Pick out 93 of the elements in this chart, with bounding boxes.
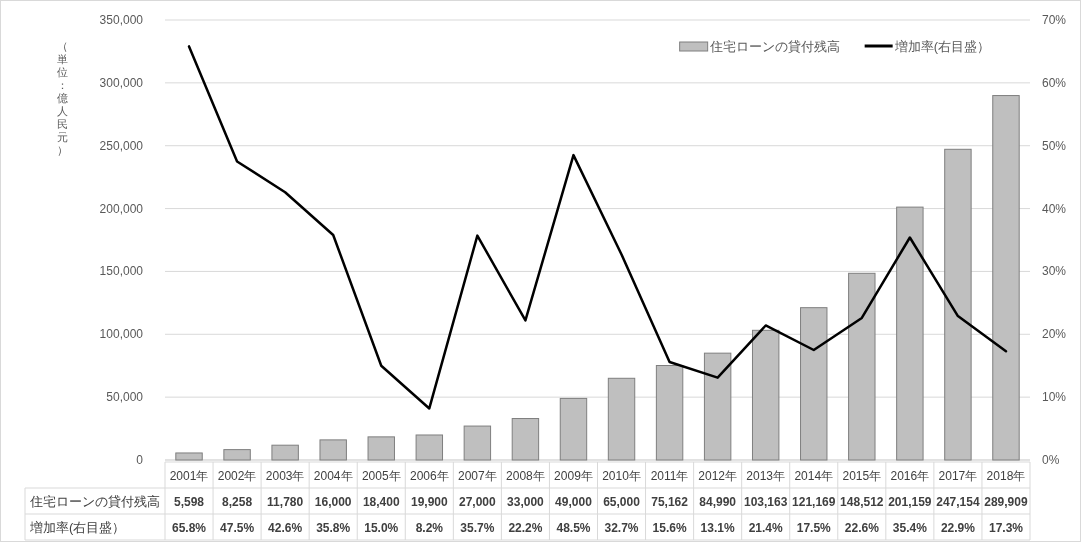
x-tick-label: 2011年 xyxy=(650,469,689,483)
y-tick-label: 200,000 xyxy=(99,201,144,216)
bar xyxy=(607,377,636,461)
x-tick-label: 2003年 xyxy=(265,469,305,483)
data-label: 49,000 xyxy=(555,495,593,509)
x-tick-label: 2005年 xyxy=(361,469,401,483)
y2-tick-label: 50% xyxy=(1042,138,1067,153)
bar xyxy=(223,449,251,461)
y-tick-label: 0 xyxy=(136,453,144,467)
bar xyxy=(175,452,203,461)
x-tick-label: 2015年 xyxy=(842,469,882,483)
text: 住宅ローンの貸付残高 xyxy=(30,494,160,509)
data-label: 8,258 xyxy=(222,495,253,509)
data-label: 48.5% xyxy=(556,521,591,535)
data-label: 103,163 xyxy=(744,495,788,509)
bar xyxy=(944,148,972,461)
data-label: 289,909 xyxy=(984,495,1028,509)
y2-tick-label: 30% xyxy=(1042,264,1067,279)
y-tick-label: 100,000 xyxy=(99,327,144,342)
data-label: 65.8% xyxy=(172,521,207,535)
data-label: 35.7% xyxy=(460,521,495,535)
x-tick-label: 2010年 xyxy=(602,469,641,483)
bar xyxy=(800,307,828,461)
data-label: 121,169 xyxy=(792,495,836,509)
data-label: 15.0% xyxy=(364,521,399,535)
data-label: 42.6% xyxy=(268,521,303,535)
data-label: 15.6% xyxy=(652,521,687,535)
y2-tick-label: 20% xyxy=(1042,327,1067,342)
bar xyxy=(367,436,395,461)
data-label: 47.5% xyxy=(220,521,255,535)
x-tick-label: 2013年 xyxy=(746,469,786,483)
data-label: 201,159 xyxy=(888,495,932,509)
data-label: 11,780 xyxy=(267,495,304,509)
data-label: 75,162 xyxy=(651,495,689,509)
text: （単位：億人民元） xyxy=(56,40,68,156)
y2-tick-label: 40% xyxy=(1042,201,1067,216)
legend-label: 住宅ローンの貸付残高 xyxy=(708,39,840,54)
x-tick-label: 2004年 xyxy=(313,469,353,483)
bar xyxy=(415,434,444,461)
bar xyxy=(463,425,492,461)
data-label: 22.9% xyxy=(940,521,976,535)
data-label: 21.4% xyxy=(748,521,784,535)
data-label: 17.5% xyxy=(796,521,832,535)
bar xyxy=(703,352,732,461)
data-label: 65,000 xyxy=(603,495,641,509)
x-tick-label: 2009年 xyxy=(554,469,593,483)
x-tick-label: 2017年 xyxy=(938,469,978,483)
y-tick-label: 250,000 xyxy=(99,138,144,153)
x-tick-label: 2007年 xyxy=(458,469,497,483)
y-tick-label: 300,000 xyxy=(99,75,144,90)
x-tick-label: 2001年 xyxy=(169,469,209,483)
data-label: 22.2% xyxy=(508,521,543,535)
data-label: 247,154 xyxy=(936,495,980,509)
y-tick-label: 50,000 xyxy=(106,390,144,405)
data-label: 16,000 xyxy=(314,495,352,509)
data-label: 27,000 xyxy=(459,495,497,509)
data-label: 84,990 xyxy=(699,495,737,509)
bar xyxy=(751,329,780,461)
bar xyxy=(319,439,347,461)
data-label: 17.3% xyxy=(988,521,1024,535)
data-label: 22.6% xyxy=(844,521,880,535)
x-tick-label: 2016年 xyxy=(890,469,930,483)
bar xyxy=(511,418,540,461)
y2-tick-label: 0% xyxy=(1042,453,1060,467)
data-label: 32.7% xyxy=(604,521,639,535)
y2-tick-label: 10% xyxy=(1042,390,1067,405)
data-label: 35.4% xyxy=(892,521,928,535)
y-tick-label: 350,000 xyxy=(99,13,144,27)
data-label: 5,598 xyxy=(174,495,205,509)
x-tick-label: 2018年 xyxy=(986,469,1026,483)
legend-label: 増加率(右目盛） xyxy=(893,39,990,54)
data-label: 8.2% xyxy=(415,521,444,535)
bar xyxy=(655,365,684,461)
y2-tick-label: 70% xyxy=(1042,13,1067,27)
x-tick-label: 2014年 xyxy=(794,469,834,483)
data-label: 19,900 xyxy=(410,495,448,509)
data-label: 33,000 xyxy=(507,495,545,509)
x-tick-label: 2002年 xyxy=(217,469,257,483)
bar xyxy=(559,397,588,461)
data-label: 18,400 xyxy=(362,495,400,509)
y-tick-label: 150,000 xyxy=(99,264,144,279)
x-tick-label: 2006年 xyxy=(409,469,449,483)
x-tick-label: 2012年 xyxy=(698,469,737,483)
y2-tick-label: 60% xyxy=(1042,75,1067,90)
bar xyxy=(992,95,1020,461)
data-label: 148,512 xyxy=(840,495,884,509)
x-tick-label: 2008年 xyxy=(506,469,545,483)
text: 増加率(右目盛） xyxy=(30,520,126,535)
data-label: 13.1% xyxy=(700,521,735,535)
bar xyxy=(271,444,299,461)
data-label: 35.8% xyxy=(316,521,351,535)
bar xyxy=(896,206,924,461)
bar xyxy=(848,272,876,461)
